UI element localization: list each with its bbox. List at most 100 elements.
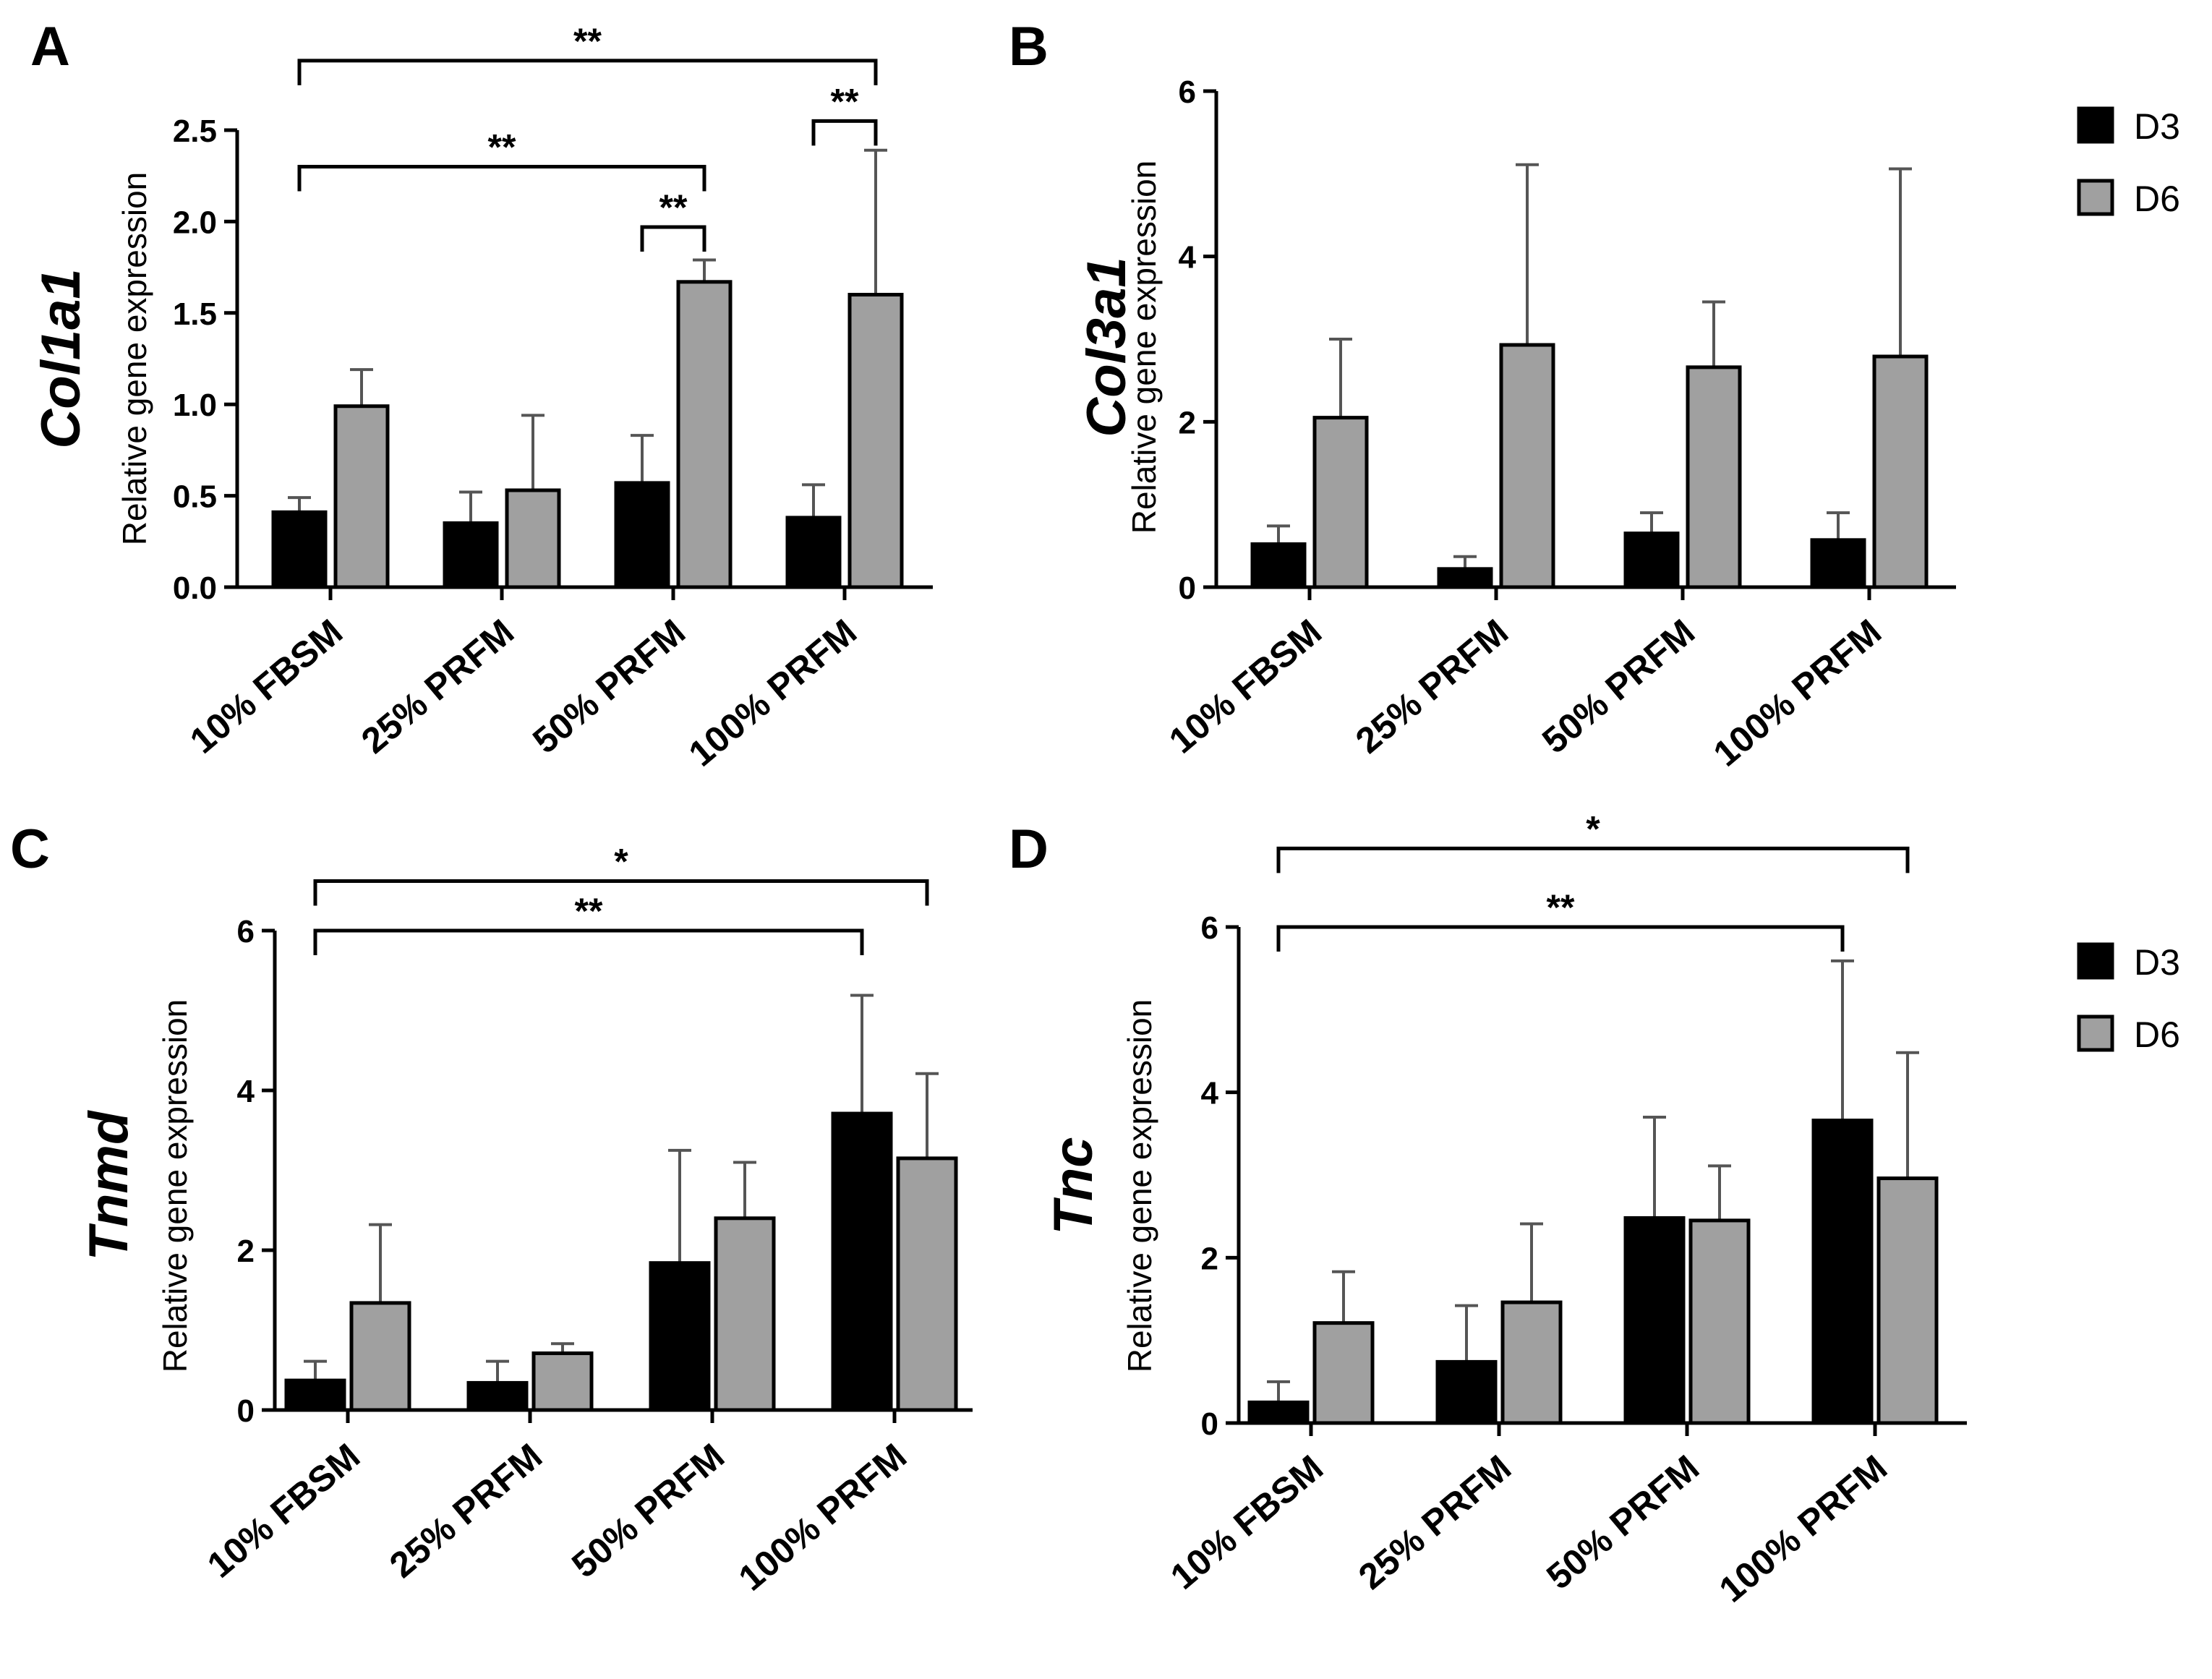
legend-swatch-d3 bbox=[2077, 106, 2114, 144]
bar-d6 bbox=[847, 293, 904, 589]
bar-d3 bbox=[1437, 567, 1493, 589]
bar-d6 bbox=[896, 1156, 958, 1412]
category-label: 25% PRFM bbox=[354, 612, 521, 761]
category-label: 25% PRFM bbox=[1351, 1448, 1519, 1597]
bar-d6 bbox=[1686, 365, 1742, 589]
category-label: 10% FBSM bbox=[182, 612, 350, 761]
bar-d6 bbox=[1312, 416, 1369, 589]
legend: D3 D6 bbox=[2077, 106, 2180, 219]
y-tick-label: 2 bbox=[237, 1234, 255, 1269]
y-tick-label: 1.5 bbox=[173, 296, 217, 332]
y-tick-label: 4 bbox=[1179, 240, 1197, 275]
bar-d3 bbox=[785, 516, 842, 589]
bar-d6 bbox=[714, 1216, 776, 1412]
category-label: 100% PRFM bbox=[681, 612, 864, 774]
panel-letter: A bbox=[30, 16, 70, 77]
significance-label: * bbox=[614, 841, 628, 881]
category-label: 25% PRFM bbox=[1348, 612, 1516, 761]
legend-label: D6 bbox=[2134, 1014, 2180, 1055]
bar-d3 bbox=[1811, 1119, 1874, 1425]
category-label: 100% PRFM bbox=[1712, 1448, 1895, 1610]
panel-c: C 0 2 4 6 Tnmd Relative gene expression 10% FBS… bbox=[10, 819, 973, 1599]
bar-d3 bbox=[614, 481, 670, 589]
bar-d3 bbox=[1247, 1400, 1310, 1425]
y-tick-label: 0 bbox=[237, 1393, 255, 1429]
y-axis-label: Relative gene expression bbox=[1121, 999, 1158, 1373]
legend-label: D3 bbox=[2134, 942, 2180, 983]
significance-bracket bbox=[640, 225, 706, 252]
significance-label: ** bbox=[488, 127, 516, 168]
significance-label: ** bbox=[831, 81, 859, 121]
bar-d3 bbox=[1435, 1359, 1498, 1425]
bar-d3 bbox=[1810, 538, 1866, 589]
bar-d3 bbox=[649, 1261, 711, 1412]
bar-d6 bbox=[1872, 354, 1929, 589]
panel-letter: B bbox=[1009, 16, 1049, 77]
significance-bracket bbox=[1276, 846, 1910, 873]
bar-d3 bbox=[1250, 542, 1307, 589]
category-label: 100% PRFM bbox=[1706, 612, 1889, 774]
y-tick-label: 2.5 bbox=[173, 114, 217, 149]
y-tick-label: 2.0 bbox=[173, 205, 217, 240]
significance-label: * bbox=[1586, 808, 1600, 849]
y-axis-label: Relative gene expression bbox=[116, 172, 153, 546]
y-tick-label: 0 bbox=[1179, 571, 1196, 606]
legend-label: D6 bbox=[2134, 179, 2180, 219]
legend-label: D3 bbox=[2134, 106, 2180, 147]
gene-label: Tnc bbox=[1043, 1137, 1104, 1234]
panel-a: A 0.0 0.5 1.0 1.5 2.0 2.5 Col1a1 Relative gene e… bbox=[30, 16, 933, 774]
significance-bracket bbox=[297, 165, 706, 192]
category-label: 10% FBSM bbox=[1161, 612, 1329, 761]
significance-bracket bbox=[313, 928, 864, 955]
bar-d6 bbox=[676, 280, 733, 589]
panel-d: D 0 2 4 6 Tnc Relative gene expression 10% FBSM… bbox=[1009, 808, 1967, 1610]
y-tick-label: 2 bbox=[1201, 1241, 1218, 1276]
y-tick-label: 4 bbox=[1201, 1076, 1219, 1111]
category-label: 50% PRFM bbox=[1534, 612, 1702, 761]
bar-d3 bbox=[284, 1378, 346, 1412]
category-label: 10% FBSM bbox=[1163, 1448, 1331, 1597]
category-label: 25% PRFM bbox=[382, 1436, 550, 1586]
y-tick-label: 0.0 bbox=[173, 571, 217, 606]
legend-swatch-d6 bbox=[2077, 1014, 2114, 1052]
bar-d6 bbox=[333, 404, 390, 589]
legend-swatch-d3 bbox=[2077, 942, 2114, 980]
category-label: 50% PRFM bbox=[525, 612, 693, 761]
bar-d6 bbox=[1500, 1300, 1563, 1425]
bar-d3 bbox=[443, 521, 499, 589]
significance-bracket bbox=[297, 59, 878, 85]
category-label: 100% PRFM bbox=[731, 1436, 914, 1599]
bar-d6 bbox=[531, 1351, 594, 1412]
y-tick-label: 6 bbox=[237, 914, 255, 949]
gene-label: Col3a1 bbox=[1076, 257, 1137, 437]
bar-d3 bbox=[271, 510, 328, 589]
bar-d3 bbox=[466, 1380, 529, 1412]
bar-d3 bbox=[831, 1111, 893, 1412]
y-tick-label: 6 bbox=[1201, 910, 1218, 946]
significance-label: ** bbox=[575, 891, 603, 931]
legend-swatch-d6 bbox=[2077, 179, 2114, 216]
bar-d3 bbox=[1623, 531, 1680, 589]
y-tick-label: 0 bbox=[1201, 1406, 1218, 1442]
gene-label: Col1a1 bbox=[30, 268, 92, 448]
y-axis-label: Relative gene expression bbox=[1125, 161, 1163, 534]
bar-d6 bbox=[505, 488, 561, 589]
significance-bracket bbox=[313, 879, 929, 906]
bar-d6 bbox=[1312, 1321, 1375, 1425]
bar-d6 bbox=[349, 1301, 411, 1412]
gene-label: Tnmd bbox=[78, 1110, 140, 1260]
bar-d6 bbox=[1499, 343, 1555, 589]
y-tick-label: 2 bbox=[1179, 405, 1196, 440]
category-label: 50% PRFM bbox=[1539, 1448, 1707, 1597]
y-tick-label: 6 bbox=[1179, 74, 1196, 110]
category-label: 50% PRFM bbox=[564, 1436, 732, 1586]
category-label: 10% FBSM bbox=[200, 1436, 367, 1586]
significance-label: ** bbox=[573, 21, 602, 61]
panel-letter: C bbox=[10, 819, 50, 880]
panel-letter: D bbox=[1009, 819, 1049, 880]
legend: D3 D6 bbox=[2077, 942, 2180, 1055]
bar-d6 bbox=[1688, 1218, 1751, 1425]
y-axis-label: Relative gene expression bbox=[156, 999, 194, 1373]
